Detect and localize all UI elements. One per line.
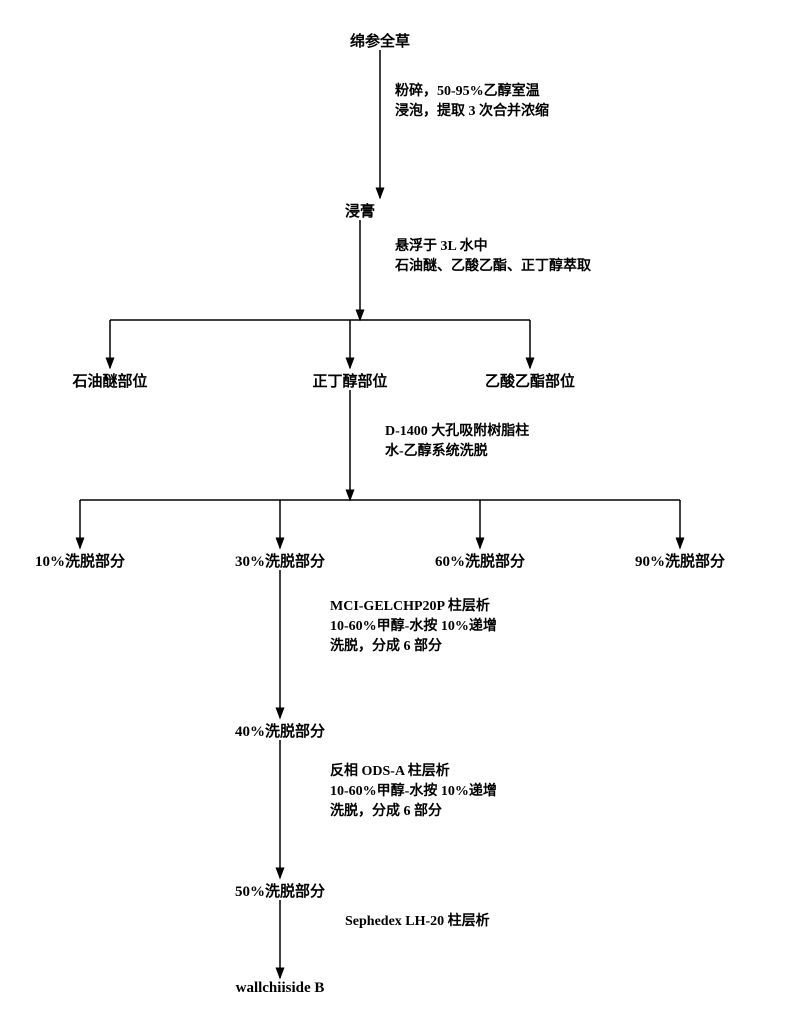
annotation-a4: MCI-GELCHP20P 柱层析 10-60%甲醇-水按 10%递增 洗脱，分… [330,595,497,655]
node-e40: 40%洗脱部分 [220,720,340,741]
node-start: 绵参全草 [340,30,420,51]
node-jinggao: 浸膏 [340,200,380,221]
node-e60: 60%洗脱部分 [420,550,540,571]
node-final: wallchiiside B [210,980,350,997]
node-shiyoumi: 石油醚部位 [60,370,160,391]
annotation-a5: 反相 ODS-A 柱层析 10-60%甲醇-水按 10%递增 洗脱，分成 6 部… [330,760,497,820]
node-e30: 30%洗脱部分 [220,550,340,571]
annotation-a2: 悬浮于 3L 水中 石油醚、乙酸乙酯、正丁醇萃取 [395,235,591,275]
node-e50: 50%洗脱部分 [220,880,340,901]
node-e90: 90%洗脱部分 [620,550,740,571]
annotation-a6: Sephedex LH-20 柱层析 [345,910,490,930]
node-zhengding: 正丁醇部位 [300,370,400,391]
node-yisuan: 乙酸乙酯部位 [470,370,590,391]
flowchart-edges [0,0,800,1024]
node-e10: 10%洗脱部分 [20,550,140,571]
annotation-a1: 粉碎，50-95%乙醇室温 浸泡，提取 3 次合并浓缩 [395,80,549,120]
annotation-a3: D-1400 大孔吸附树脂柱 水-乙醇系统洗脱 [385,420,529,460]
